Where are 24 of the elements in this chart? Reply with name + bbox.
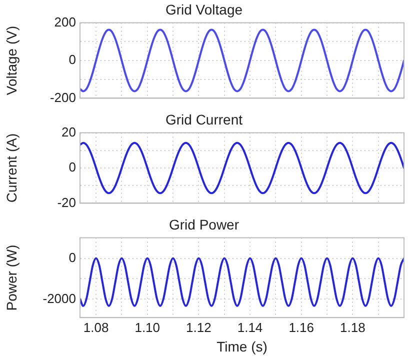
line-series	[80, 257, 404, 307]
line-series	[80, 142, 404, 194]
y-tick-label: 0	[68, 160, 76, 175]
y-tick-label: -2000	[42, 290, 76, 306]
line-series	[80, 28, 404, 92]
chart-title: Grid Voltage	[165, 1, 243, 18]
x-tick-label: 1.10	[134, 320, 160, 335]
chart-title: Grid Power	[168, 216, 240, 232]
y-tick-label: 200	[54, 14, 76, 30]
y-axis-title: Voltage (V)	[3, 26, 20, 96]
y-tick-label: 20	[62, 124, 76, 140]
y-axis-title: Current (A)	[3, 133, 20, 203]
y-tick-label: 0	[68, 250, 76, 265]
x-axis-title: Time (s)	[216, 338, 268, 354]
x-tick-label: 1.08	[83, 320, 109, 335]
x-tick-label: 1.14	[237, 320, 263, 335]
y-axis-title: Power (W)	[3, 244, 20, 311]
x-tick-label: 1.18	[340, 320, 366, 335]
y-tick-label: -200	[50, 90, 76, 105]
chart-title: Grid Current	[165, 111, 243, 128]
x-tick-label: 1.16	[288, 320, 314, 335]
x-tick-label: 1.12	[186, 320, 212, 335]
y-tick-label: -20	[57, 194, 76, 210]
y-tick-label: 0	[68, 52, 76, 68]
